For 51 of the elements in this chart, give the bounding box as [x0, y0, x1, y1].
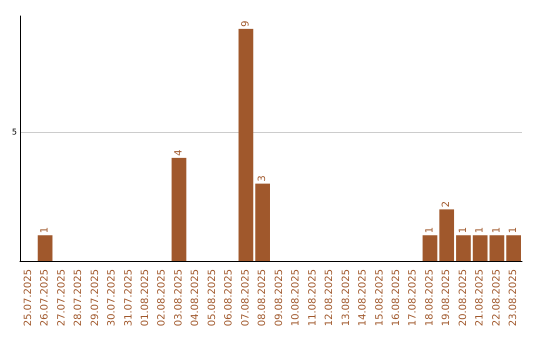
data-label: 1 [491, 226, 502, 234]
x-tick-label: 26.07.2025 [40, 269, 51, 326]
x-tick-label: 09.08.2025 [274, 269, 285, 326]
x-tick-label: 03.08.2025 [173, 269, 184, 326]
x-tick-label: 29.07.2025 [90, 269, 101, 326]
x-tick-label: 05.08.2025 [206, 269, 218, 326]
data-label: 1 [508, 226, 520, 234]
data-label: 1 [40, 226, 51, 234]
x-tick-label: 13.08.2025 [340, 269, 352, 326]
x-tick-label: 11.08.2025 [307, 269, 318, 326]
bar [506, 235, 521, 261]
x-tick-label: 27.07.2025 [56, 269, 68, 326]
x-tick-label: 23.08.2025 [508, 269, 520, 326]
bar [422, 235, 438, 261]
data-label: 1 [474, 226, 486, 234]
x-tick-label: 18.08.2025 [424, 269, 436, 326]
data-label: 3 [257, 175, 268, 182]
x-tick-label: 21.08.2025 [474, 269, 486, 326]
x-tick-label: 12.08.2025 [324, 269, 336, 326]
bar [172, 158, 186, 261]
x-tick-label: 06.08.2025 [224, 269, 235, 326]
data-label: 4 [173, 149, 184, 156]
bar [456, 235, 471, 261]
x-tick-label: 22.08.2025 [491, 269, 502, 326]
x-tick-label: 02.08.2025 [156, 269, 168, 326]
x-tick-label: 04.08.2025 [190, 269, 202, 326]
bar [472, 235, 488, 261]
data-label: 2 [441, 201, 452, 208]
x-tick-label: 01.08.2025 [140, 269, 151, 326]
x-tick-label: 30.07.2025 [106, 269, 118, 326]
bar [490, 235, 504, 261]
x-tick-label: 14.08.2025 [358, 269, 369, 326]
bar [255, 184, 270, 261]
data-label: 1 [458, 226, 469, 234]
bar [38, 235, 52, 261]
data-label: 1 [424, 226, 436, 234]
x-tick-label: 07.08.2025 [240, 269, 252, 326]
data-label: 9 [240, 20, 252, 27]
x-tick-label: 25.07.2025 [22, 269, 34, 326]
x-tick-label: 08.08.2025 [257, 269, 268, 326]
bar [238, 28, 254, 261]
x-tick-label: 28.07.2025 [73, 269, 84, 326]
x-tick-label: 31.07.2025 [123, 269, 134, 326]
x-tick-label: 19.08.2025 [441, 269, 452, 326]
x-tick-label: 15.08.2025 [374, 269, 386, 326]
x-tick-label: 17.08.2025 [408, 269, 419, 326]
bar [439, 209, 454, 261]
x-tick-label: 16.08.2025 [391, 269, 402, 326]
x-tick-label: 10.08.2025 [290, 269, 302, 326]
x-tick-label: 20.08.2025 [458, 269, 469, 326]
y-tick-label: 5 [12, 128, 17, 137]
